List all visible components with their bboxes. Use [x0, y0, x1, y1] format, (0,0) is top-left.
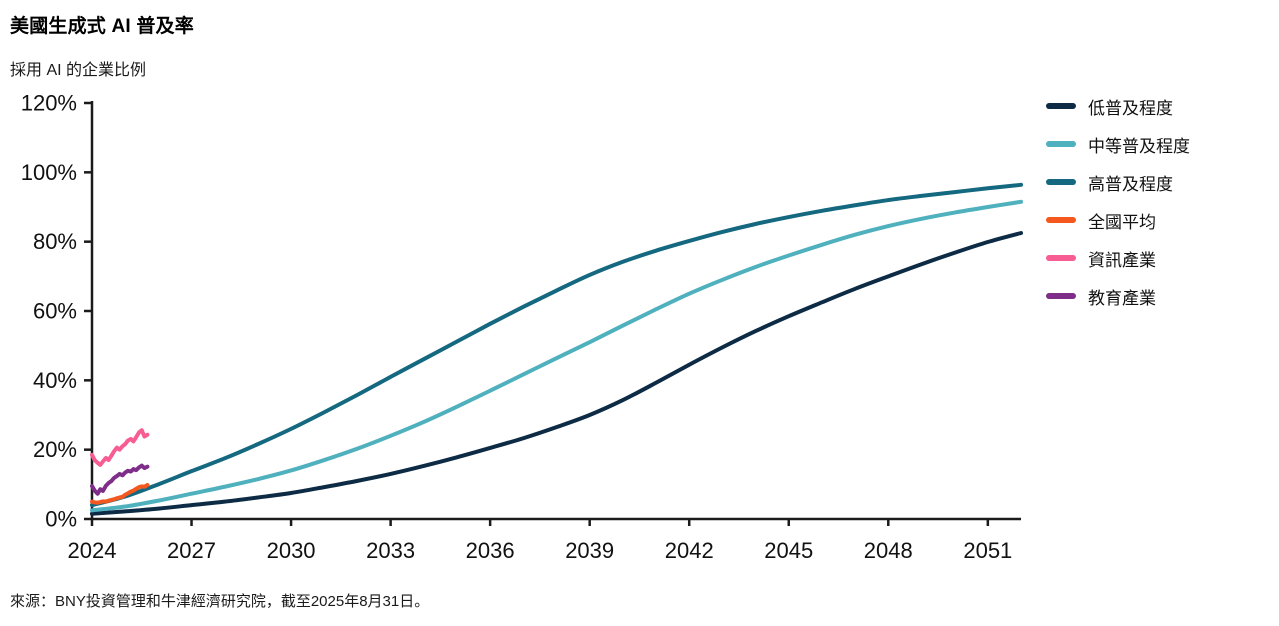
y-tick-label: 100% — [21, 160, 77, 185]
series-line-medium — [90, 199, 1023, 513]
legend-swatch-low — [1046, 103, 1076, 109]
legend-item-high: 高普及程度 — [1046, 172, 1190, 194]
legend-item-medium: 中等普及程度 — [1046, 134, 1190, 156]
series-line-information_industry — [90, 428, 150, 467]
x-tick-label: 2039 — [565, 538, 614, 563]
legend-label-high: 高普及程度 — [1088, 174, 1173, 194]
y-tick-label: 0% — [45, 507, 77, 532]
x-tick-label: 2051 — [963, 538, 1012, 563]
legend-swatch-education_industry — [1046, 293, 1076, 299]
series-line-low — [90, 231, 1023, 516]
series-line-national_average — [90, 483, 150, 505]
y-tick-label: 20% — [33, 437, 77, 462]
legend-label-education_industry: 教育產業 — [1088, 288, 1156, 308]
legend-item-education_industry: 教育產業 — [1046, 286, 1190, 308]
series-line-education_industry — [90, 463, 150, 496]
legend-swatch-medium — [1046, 141, 1076, 147]
chart-subtitle: 採用 AI 的企業比例 — [10, 62, 147, 79]
legend-label-national_average: 全國平均 — [1088, 212, 1156, 232]
x-tick-label: 2048 — [864, 538, 913, 563]
x-tick-label: 2027 — [167, 538, 216, 563]
legend-swatch-high — [1046, 179, 1076, 185]
y-tick-label: 80% — [33, 229, 77, 254]
y-tick-label: 40% — [33, 368, 77, 393]
x-tick-label: 2036 — [466, 538, 515, 563]
legend-swatch-national_average — [1046, 217, 1076, 223]
x-tick-label: 2033 — [366, 538, 415, 563]
y-tick-label: 120% — [21, 91, 77, 116]
chart-legend: 低普及程度中等普及程度 高普及程度全國平均資訊產業教育產業 — [1046, 96, 1190, 324]
legend-item-low: 低普及程度 — [1046, 96, 1190, 118]
source-note: 來源：BNY投資管理和牛津經濟研究院，截至2025年8月31日。 — [10, 593, 430, 610]
chart-title: 美國生成式 AI 普及率 — [10, 16, 194, 37]
legend-label-low: 低普及程度 — [1088, 98, 1173, 118]
legend-item-national_average: 全國平均 — [1046, 210, 1190, 232]
y-tick-label: 60% — [33, 299, 77, 324]
legend-swatch-information_industry — [1046, 255, 1076, 261]
series-line-high — [90, 182, 1023, 508]
legend-label-information_industry: 資訊產業 — [1088, 250, 1156, 270]
x-tick-label: 2045 — [764, 538, 813, 563]
legend-label-medium: 中等普及程度 — [1088, 136, 1190, 156]
x-tick-label: 2042 — [665, 538, 714, 563]
x-tick-label: 2030 — [267, 538, 316, 563]
legend-item-information_industry: 資訊產業 — [1046, 248, 1190, 270]
x-tick-label: 2024 — [68, 538, 117, 563]
